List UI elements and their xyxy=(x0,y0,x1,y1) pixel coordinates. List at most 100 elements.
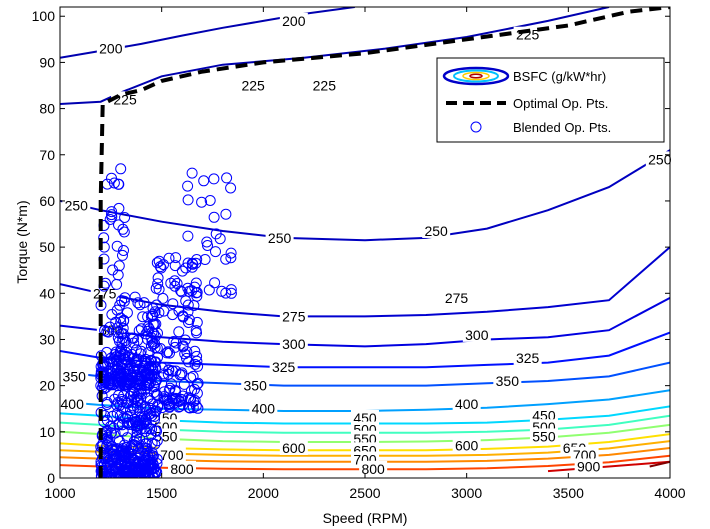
blended-op-point xyxy=(182,299,194,311)
contour-label: 200 xyxy=(99,41,123,57)
blended-op-point xyxy=(150,282,162,294)
blended-op-point xyxy=(186,167,198,179)
contour-label-bg xyxy=(422,222,451,238)
blended-op-point xyxy=(221,172,233,184)
blended-op-point xyxy=(169,260,181,272)
blended-op-point xyxy=(119,349,131,361)
blended-op-point xyxy=(177,399,189,411)
contour-label: 400 xyxy=(455,396,479,412)
contour-label-bg xyxy=(452,437,481,453)
contour-1000 xyxy=(649,460,670,468)
blended-op-point xyxy=(119,353,131,365)
blended-op-point xyxy=(169,341,181,353)
blended-op-point xyxy=(190,325,202,337)
blended-op-point xyxy=(99,324,111,336)
contour-label: 275 xyxy=(445,290,469,306)
blended-op-point xyxy=(107,264,119,276)
blended-op-point xyxy=(121,465,133,477)
blended-op-point xyxy=(191,378,203,390)
contour-label-bg xyxy=(359,460,388,476)
contour-label: 275 xyxy=(282,308,306,324)
blended-op-point xyxy=(163,252,175,264)
blended-op-point xyxy=(120,347,132,358)
blended-op-point xyxy=(114,299,126,311)
blended-op-point xyxy=(135,323,147,335)
blended-op-point xyxy=(104,321,116,333)
blended-op-point xyxy=(131,469,143,478)
blended-op-point xyxy=(152,272,164,284)
x-tick-label: 2000 xyxy=(248,485,279,501)
blended-op-point xyxy=(115,312,127,324)
contour-label-bg xyxy=(574,458,603,474)
legend-blended-label: Blended Op. Pts. xyxy=(513,120,611,135)
contour-label-bg xyxy=(462,326,491,342)
blended-op-point xyxy=(186,257,198,269)
blended-op-point xyxy=(199,254,211,265)
blended-op-point xyxy=(151,299,163,311)
x-axis-label: Speed (RPM) xyxy=(323,510,408,526)
contour-label-bg xyxy=(442,289,471,305)
blended-op-point xyxy=(149,414,160,426)
x-tick-label: 3500 xyxy=(553,485,584,501)
blended-op-point xyxy=(176,265,188,277)
contour-label-bg xyxy=(151,428,180,444)
blended-op-point xyxy=(140,413,152,425)
blended-op-point xyxy=(210,228,222,240)
blended-op-point xyxy=(182,194,194,206)
blended-op-point xyxy=(170,252,182,264)
blended-op-point xyxy=(169,384,181,396)
blended-op-point xyxy=(133,325,145,337)
contour-label-bg xyxy=(60,368,89,384)
contour-label-bg xyxy=(241,377,270,393)
blended-op-point xyxy=(143,379,155,391)
contour-label-bg xyxy=(493,373,522,389)
blended-op-point xyxy=(120,464,132,476)
blended-op-point xyxy=(182,230,194,242)
blended-op-point xyxy=(220,208,232,220)
x-tick-label: 3000 xyxy=(451,485,482,501)
blended-op-point xyxy=(111,400,123,411)
blended-op-point xyxy=(153,307,165,319)
contour-label-bg xyxy=(452,396,481,412)
blended-op-point xyxy=(192,360,204,372)
blended-op-point xyxy=(105,471,117,478)
blended-op-point xyxy=(104,214,116,225)
blended-op-point xyxy=(98,416,110,428)
blended-op-point xyxy=(136,370,148,382)
legend-blended-marker xyxy=(470,121,482,133)
blended-op-point xyxy=(171,278,183,289)
blended-op-point xyxy=(127,453,139,465)
legend-optimal-label: Optimal Op. Pts. xyxy=(513,96,608,111)
blended-op-point xyxy=(115,316,127,328)
blended-op-point xyxy=(117,425,129,437)
contour-label-bg xyxy=(249,400,278,416)
y-axis-label: Torque (N*m) xyxy=(14,200,30,283)
legend: BSFC (g/kW*hr) Optimal Op. Pts. Blended … xyxy=(436,57,665,143)
blended-op-point xyxy=(128,402,140,414)
blended-op-point xyxy=(116,419,128,431)
contour-label-bg xyxy=(62,197,91,213)
blended-op-point xyxy=(127,472,139,478)
x-tick-label: 4000 xyxy=(654,485,685,501)
blended-op-point xyxy=(122,411,134,423)
contour-label: 300 xyxy=(465,327,489,343)
x-axis-ticks: 1000 1500 2000 2500 3000 3500 4000 xyxy=(44,7,686,501)
blended-op-point xyxy=(138,445,150,457)
blended-op-point xyxy=(128,337,140,349)
blended-op-point xyxy=(209,277,221,289)
contour-250 xyxy=(60,149,670,242)
contour-label: 350 xyxy=(496,373,520,389)
x-tick-label: 1000 xyxy=(44,485,75,501)
contour-label-bg xyxy=(570,446,599,462)
blended-op-point xyxy=(142,368,154,380)
blended-op-point xyxy=(182,282,194,294)
contour-label: 325 xyxy=(516,350,540,366)
blended-op-point xyxy=(112,322,123,334)
y-tick-label: 80 xyxy=(39,101,55,117)
blended-op-point xyxy=(132,379,144,391)
blended-op-point xyxy=(121,307,133,319)
blended-op-point xyxy=(152,278,164,290)
contour-label: 700 xyxy=(160,447,184,463)
blended-op-point xyxy=(204,195,216,206)
